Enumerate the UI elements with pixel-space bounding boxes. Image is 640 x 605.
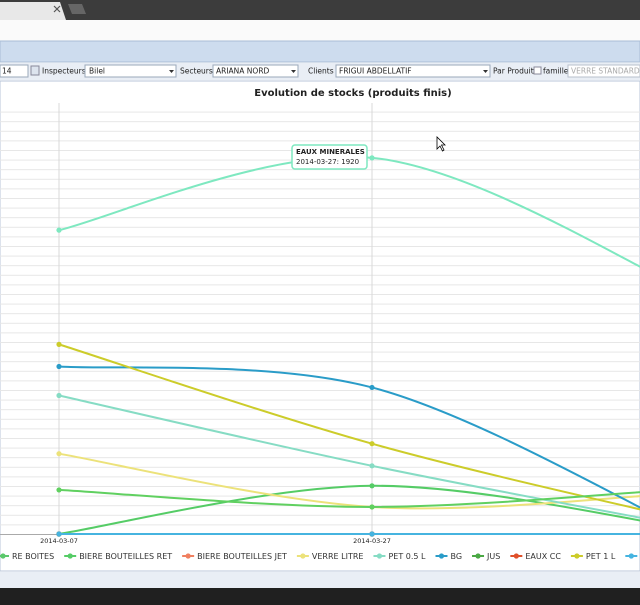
- legend-marker: [475, 553, 481, 559]
- checkbox[interactable]: [533, 66, 542, 75]
- data-point: [369, 504, 375, 510]
- cursor: [436, 136, 446, 152]
- legend-label: PET 1 L: [586, 552, 616, 561]
- data-point: [56, 392, 62, 399]
- data-point: [369, 155, 375, 161]
- legend-marker: [185, 553, 191, 559]
- data-point: [56, 227, 62, 233]
- legend-label: RE BOITES: [12, 552, 54, 561]
- data-point: [56, 341, 62, 347]
- data-point: [369, 441, 375, 447]
- legend-item[interactable]: PET 0.5 L: [373, 552, 426, 561]
- data-point: [56, 487, 62, 493]
- select-arrows: [169, 70, 488, 73]
- legend-item[interactable]: VERRE LITRE: [296, 552, 364, 561]
- tooltip-text: 2014-03-27: 1920: [296, 158, 359, 166]
- status-area: [0, 572, 640, 588]
- data-point: [56, 531, 62, 537]
- select[interactable]: [84, 64, 177, 78]
- legend-label: EAUX CC: [525, 552, 561, 561]
- legend-label: BG: [450, 552, 462, 561]
- select[interactable]: [335, 64, 491, 78]
- legend-marker: [0, 553, 6, 559]
- legend-label: BIERE BOUTEILLES JET: [197, 552, 287, 561]
- x-tick-label: 2014-03-27: [353, 537, 391, 545]
- famille-value: VERRE STANDARD: [571, 67, 640, 76]
- tab-close[interactable]: [53, 5, 61, 13]
- tooltip-box: [291, 144, 368, 170]
- select[interactable]: [212, 64, 299, 78]
- x-tick-label: 2014-03-07: [40, 537, 78, 545]
- date-input[interactable]: [0, 64, 29, 78]
- browser-tab[interactable]: [0, 2, 66, 20]
- tooltip-title: EAUX MINERALES: [296, 148, 365, 156]
- app-header: [0, 40, 640, 63]
- legend-item[interactable]: JUS: [472, 552, 500, 561]
- legend-label: BIERE BOUTEILLES RET: [79, 552, 172, 561]
- label: Secteurs :: [180, 67, 218, 76]
- legend-marker: [438, 553, 445, 559]
- select-value: Bilel: [89, 67, 105, 76]
- chart-title: Evolution de stocks (produits finis): [254, 88, 451, 99]
- legend-marker: [628, 553, 634, 559]
- browser-tabbar: [0, 0, 640, 20]
- legend-label: PET 0.5 L: [388, 552, 426, 561]
- select-value: ARIANA NORD: [216, 67, 270, 76]
- label: Clients :: [308, 67, 339, 76]
- select-value: FRIGUI ABDELLATIF: [339, 67, 412, 76]
- data-point: [369, 531, 375, 537]
- legend-item[interactable]: PET 1 L: [570, 552, 616, 561]
- data-point: [56, 451, 62, 457]
- legend-marker: [300, 553, 306, 559]
- famille-input[interactable]: [567, 64, 640, 78]
- data-point: [369, 384, 375, 391]
- label: Par Produit :: [493, 67, 539, 76]
- legend-item[interactable]: RE BOITES: [0, 552, 54, 561]
- legend-marker: [67, 553, 73, 559]
- label: famille :: [543, 67, 573, 76]
- date-value: 14: [2, 67, 12, 76]
- data-point: [369, 463, 375, 469]
- legend-marker: [513, 553, 519, 559]
- legend-item[interactable]: BIERE BOUTEILLES JET: [182, 552, 287, 561]
- legend-label: VERRE LITRE: [312, 552, 364, 561]
- legend-item[interactable]: BIERE BOUTEILLES RET: [64, 552, 172, 561]
- legend-marker: [574, 553, 580, 559]
- legend-item[interactable]: EAUX CC: [510, 552, 561, 561]
- legend-item[interactable]: BG: [435, 552, 462, 561]
- legend-label: JUS: [486, 552, 500, 561]
- data-point: [56, 363, 62, 370]
- address-area: [0, 20, 640, 41]
- taskbar: [0, 588, 640, 605]
- label: Inspecteurs :: [42, 67, 91, 76]
- date-picker[interactable]: [30, 65, 40, 76]
- legend-item[interactable]: PET 1,5 L: [625, 552, 640, 561]
- data-point: [369, 483, 375, 489]
- new-tab[interactable]: [68, 4, 86, 14]
- legend-marker: [376, 553, 383, 559]
